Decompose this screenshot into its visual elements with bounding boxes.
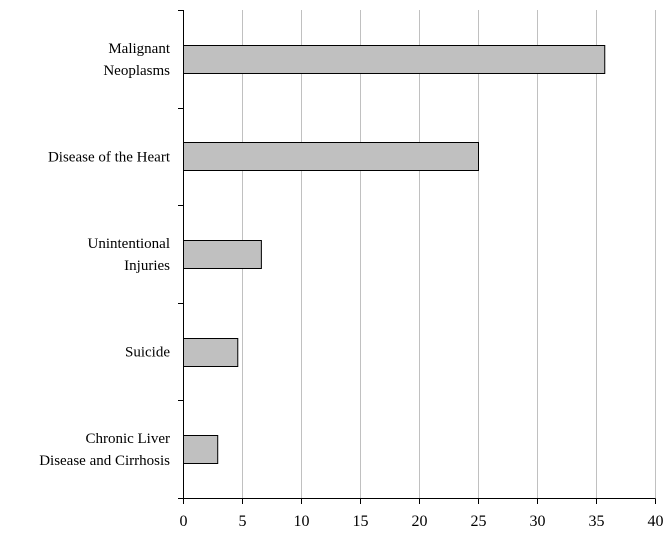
bar-0 <box>183 45 606 74</box>
x-tick-label-10: 10 <box>294 513 310 530</box>
bar-4 <box>183 435 219 464</box>
x-tick-label-25: 25 <box>471 513 487 530</box>
bar-layer <box>183 45 606 464</box>
x-tick-label-15: 15 <box>353 513 369 530</box>
category-label-line: Malignant <box>108 41 170 57</box>
x-tick-label-35: 35 <box>589 513 605 530</box>
category-label-line: Neoplasms <box>103 63 170 79</box>
label-layer: 0 5 10 15 20 25 30 35 40 Malignant Neoplasms Diseas… <box>39 41 663 530</box>
category-label-line: Unintentional <box>88 236 171 252</box>
category-label-line: Chronic Liver <box>85 431 170 447</box>
category-label-line: Disease and Cirrhosis <box>39 453 170 469</box>
category-label-line: Disease of the Heart <box>48 149 171 165</box>
x-tick-label-30: 30 <box>530 513 546 530</box>
category-label-1: Disease of the Heart <box>48 149 171 165</box>
x-tick-label-20: 20 <box>412 513 428 530</box>
category-label-line: Suicide <box>125 345 170 361</box>
grid-layer <box>242 10 656 498</box>
category-label-3: Suicide <box>125 345 170 361</box>
category-label-line: Injuries <box>124 258 170 274</box>
category-label-0: Malignant Neoplasms <box>103 41 171 79</box>
category-label-2: Unintentional Injuries <box>88 236 171 274</box>
bar-2 <box>183 240 262 269</box>
category-label-4: Chronic Liver Disease and Cirrhosis <box>39 431 170 469</box>
x-tick-label-0: 0 <box>180 513 188 530</box>
axis-layer <box>178 10 656 504</box>
bar-1 <box>183 142 479 171</box>
bar-3 <box>183 338 239 367</box>
x-tick-label-40: 40 <box>648 513 664 530</box>
x-tick-label-5: 5 <box>239 513 247 530</box>
